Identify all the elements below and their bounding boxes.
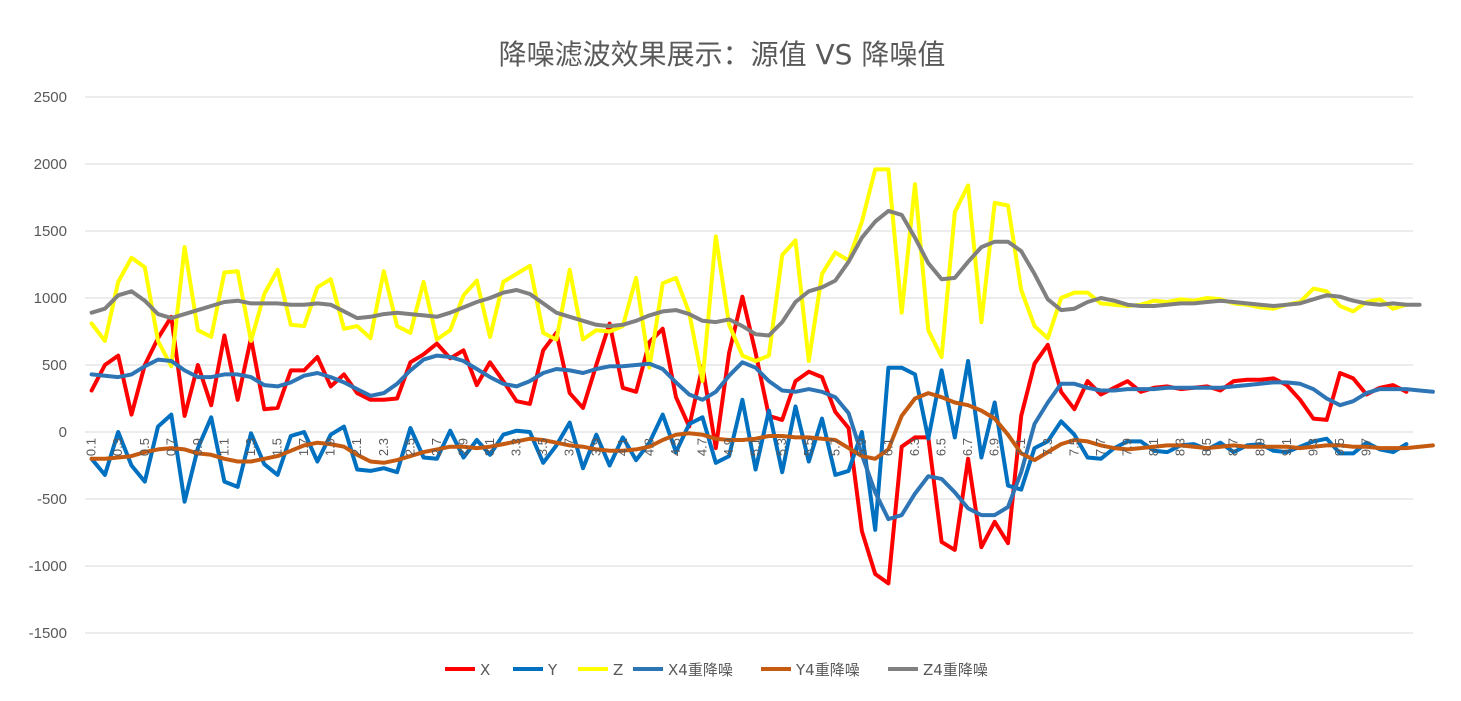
legend-label: X — [480, 661, 490, 679]
x-tick-label: 9.7 — [1359, 438, 1374, 456]
x-tick-label: 1.7 — [296, 438, 311, 456]
legend-label: Z4重降噪 — [923, 661, 988, 679]
series-line-3 — [89, 353, 1435, 522]
legend-item-5: Z4重降噪 — [888, 661, 988, 679]
x-tick-label: 0.9 — [190, 438, 205, 456]
x-tick-label: 4.5 — [668, 438, 683, 456]
x-tick-label: 6.1 — [880, 438, 895, 456]
legend-item-3: X4重降噪 — [633, 661, 733, 679]
x-tick-label: 5.9 — [854, 438, 869, 456]
x-tick-label: 2.3 — [376, 438, 391, 456]
x-tick-label: 5.7 — [827, 438, 842, 456]
x-tick-label: 0.3 — [110, 438, 125, 456]
x-tick-label: 6.7 — [960, 438, 975, 456]
y-tick-label: 2500 — [34, 89, 67, 106]
y-tick-label: 1000 — [34, 290, 67, 307]
x-tick-label: 1.3 — [243, 438, 258, 456]
x-tick-label: 8.3 — [1173, 438, 1188, 456]
x-tick-label: 0.1 — [84, 438, 99, 456]
x-tick-label: 0.7 — [163, 438, 178, 456]
y-tick-label: -500 — [37, 491, 67, 508]
x-tick-label: 9.1 — [1279, 438, 1294, 456]
y-tick-label: 1500 — [34, 223, 67, 240]
x-tick-label: 8.1 — [1146, 438, 1161, 456]
x-tick-label: 9.5 — [1332, 438, 1347, 456]
x-tick-label: 8.9 — [1252, 438, 1267, 456]
x-tick-label: 4.1 — [615, 438, 630, 456]
x-tick-label: 3.1 — [482, 438, 497, 456]
x-tick-label: 2.7 — [429, 438, 444, 456]
legend-item-1: Y — [513, 661, 558, 679]
legend-label: Y — [547, 661, 558, 679]
x-axis-tick-labels: 0.1 0.3 0.5 0.7 0.9 1.1 1.3 1.5 1.7 1.9 2.1 2.3 2.5 2… — [84, 438, 1374, 456]
x-tick-label: 7.5 — [1066, 438, 1081, 456]
x-tick-label: 5.1 — [748, 438, 763, 456]
legend-item-0: X — [445, 661, 490, 679]
legend-label: Z — [613, 661, 623, 679]
x-tick-label: 3.7 — [562, 438, 577, 456]
x-tick-label: 8.7 — [1226, 438, 1241, 456]
x-tick-label: 7.3 — [1040, 438, 1055, 456]
chart-title: 降噪滤波效果展示：源值 VS 降噪值 — [499, 38, 946, 71]
x-tick-label: 6.5 — [934, 438, 949, 456]
x-tick-label: 3.3 — [509, 438, 524, 456]
x-tick-label: 1.5 — [270, 438, 285, 456]
x-tick-label: 2.9 — [455, 438, 470, 456]
x-tick-label: 4.7 — [695, 438, 710, 456]
x-tick-label: 9.3 — [1305, 438, 1320, 456]
x-tick-label: 4.3 — [641, 438, 656, 456]
series-line-2 — [89, 167, 1409, 384]
x-tick-label: 2.5 — [402, 438, 417, 456]
x-tick-label: 7.1 — [1013, 438, 1028, 456]
x-tick-label: 6.3 — [907, 438, 922, 456]
x-tick-label: 5.3 — [774, 438, 789, 456]
y-tick-label: -1000 — [29, 558, 67, 575]
y-tick-label: 0 — [59, 424, 67, 441]
x-tick-label: 4.9 — [721, 438, 736, 456]
x-tick-label: 6.9 — [987, 438, 1002, 456]
series-line-4 — [89, 391, 1435, 465]
legend-item-4: Y4重降噪 — [761, 661, 860, 679]
x-tick-label: 3.5 — [535, 438, 550, 456]
legend: X Y Z X4重降噪 Y4重降噪 Z4重降噪 — [445, 661, 988, 679]
x-tick-label: 2.1 — [349, 438, 364, 456]
legend-label: Y4重降噪 — [795, 661, 860, 679]
x-tick-label: 1.9 — [323, 438, 338, 456]
x-tick-label: 5.5 — [801, 438, 816, 456]
y-tick-label: 2000 — [34, 156, 67, 173]
legend-item-2: Z — [578, 661, 623, 679]
y-axis-tick-labels: 2500 2000 1500 1000 500 0 -500 -1000 -1500 — [29, 89, 67, 642]
x-tick-label: 1.1 — [216, 438, 231, 456]
x-tick-label: 7.9 — [1119, 438, 1134, 456]
x-tick-label: 3.9 — [588, 438, 603, 456]
x-tick-label: 7.7 — [1093, 438, 1108, 456]
y-tick-label: -1500 — [29, 625, 67, 642]
series-lines — [89, 167, 1435, 586]
legend-label: X4重降噪 — [668, 661, 733, 679]
series-line-5 — [89, 208, 1422, 338]
x-tick-label: 0.5 — [137, 438, 152, 456]
x-tick-label: 8.5 — [1199, 438, 1214, 456]
y-tick-label: 500 — [42, 357, 67, 374]
